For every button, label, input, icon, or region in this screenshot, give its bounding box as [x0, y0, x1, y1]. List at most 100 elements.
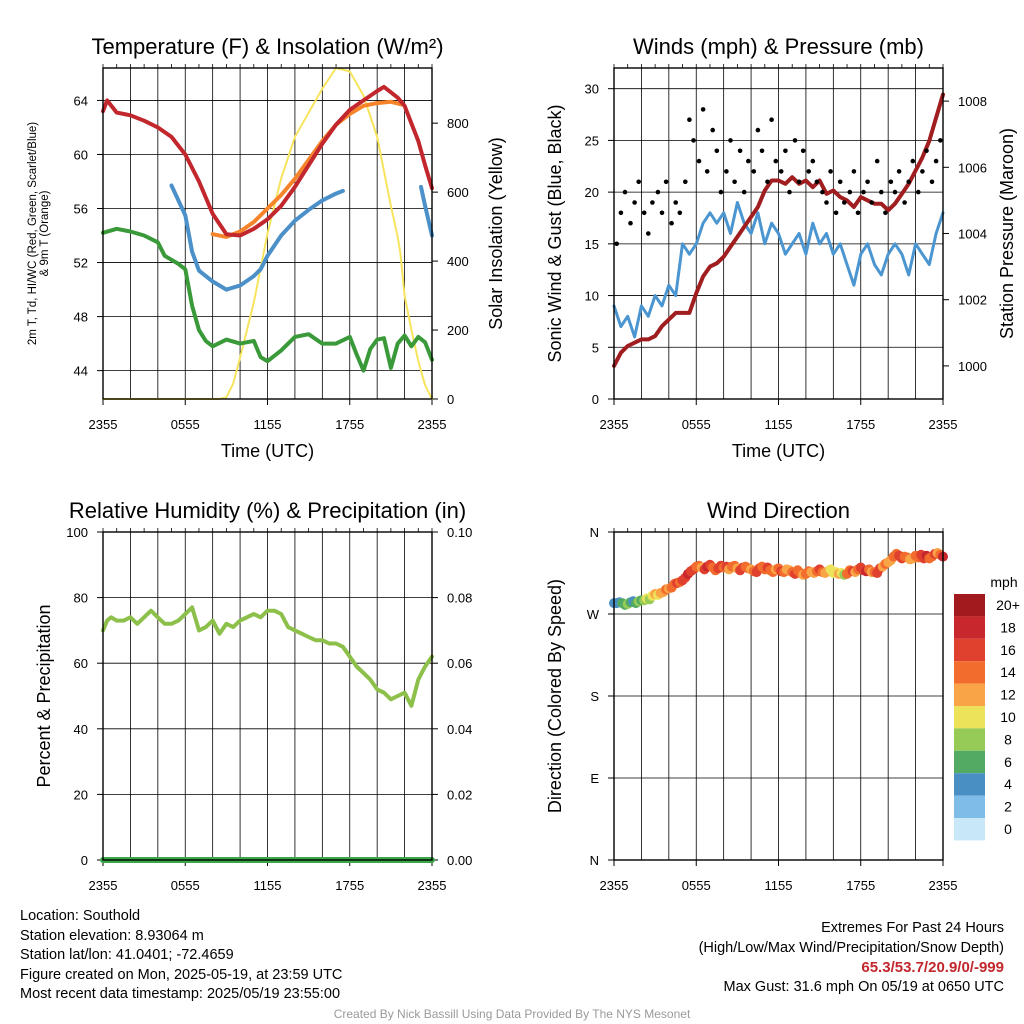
gust-point: [938, 138, 943, 143]
gust-point: [851, 169, 857, 174]
credit-text: Created By Nick Bassill Using Data Provi…: [333, 1007, 691, 1021]
legend-swatch: [954, 773, 985, 796]
gust-point: [833, 210, 839, 216]
y-tick-label: 5: [592, 340, 599, 355]
x-tick-label: 1755: [335, 878, 364, 893]
legend-swatch: [954, 661, 985, 684]
y-tick-label: 60: [74, 656, 88, 671]
y2-tick-label: 1000: [958, 359, 987, 374]
heatindex-line: [169, 183, 345, 292]
x-tick-label: 1755: [846, 878, 875, 893]
gust-point: [869, 200, 874, 205]
gust-point: [728, 138, 733, 143]
gust-point: [751, 169, 757, 174]
gust-point: [718, 189, 724, 195]
wind-line: [612, 201, 945, 339]
gust-point: [933, 158, 939, 164]
y2-tick-label: 1004: [958, 227, 987, 242]
x-tick-label: 2355: [929, 417, 958, 432]
elevation-text: Station elevation: 8.93064 m: [20, 927, 204, 944]
extremes-box: Extremes For Past 24 Hours (High/Low/Max…: [699, 919, 1004, 997]
gust-point: [691, 138, 696, 143]
rh-line: [101, 605, 434, 708]
y-tick-label: 0: [592, 392, 599, 407]
y-tick-label: E: [590, 771, 599, 786]
x-tick-label: 2355: [929, 878, 958, 893]
legend-swatch: [954, 706, 985, 729]
y-tick-label: 80: [74, 591, 88, 606]
gust-point: [916, 189, 921, 195]
gust-point: [820, 189, 825, 195]
gust-point: [929, 179, 935, 185]
legend-label: 0: [1004, 821, 1012, 837]
gust-point: [755, 127, 761, 133]
gust-point: [655, 189, 661, 195]
speed-legend: mph 20+ 18 16 14 12 10 8 6 4 2 0: [954, 574, 1020, 841]
gust-point: [814, 179, 820, 185]
y-axis-label: 2m T, Td, HI/WC (Red, Green, Scarlet/Blu…: [27, 122, 51, 345]
y-axis-label: Direction (Colored By Speed): [545, 579, 565, 813]
gust-point: [810, 158, 816, 164]
x-tick-label: 0555: [682, 878, 711, 893]
y2-tick-label: 0.02: [447, 787, 472, 802]
gust-point: [677, 210, 683, 216]
y2-tick-label: 1002: [958, 293, 987, 308]
y-tick-label: 40: [74, 722, 88, 737]
gust-point: [704, 169, 710, 174]
legend-label: 16: [1000, 642, 1016, 658]
legend-swatch: [954, 750, 985, 774]
gust-point: [800, 148, 806, 154]
y-tick-label: 52: [74, 256, 88, 271]
gust-point: [618, 210, 624, 216]
station-info: Location: Southold Station elevation: 8.…: [20, 907, 342, 1005]
x-tick-label: 2355: [418, 417, 447, 432]
panel-wind: 0 5 10 15 20 25 30 2355 0555 1155 1755 2355 1000 1002…: [545, 34, 1017, 461]
gust-point: [710, 127, 715, 133]
x-axis-label: Time (UTC): [732, 441, 825, 461]
gust-point: [628, 220, 633, 226]
y-tick-label: 0: [81, 853, 88, 868]
gust-point: [641, 210, 647, 216]
extremes-title: Extremes For Past 24 Hours: [821, 920, 1004, 936]
plot-frame: [102, 67, 433, 400]
x-tick-label: 1155: [765, 417, 793, 432]
chart-title: Winds (mph) & Pressure (mb): [633, 34, 924, 59]
y-tick-label: 60: [74, 147, 88, 162]
dewpoint-line: [101, 226, 434, 373]
gust-point: [773, 158, 779, 164]
x-tick-label: 2355: [89, 878, 118, 893]
x-tick-label: 2355: [418, 878, 447, 893]
gust-point: [724, 169, 729, 174]
y-tick-label: 10: [585, 289, 599, 304]
gust-point: [906, 179, 911, 185]
max-gust-text: Max Gust: 31.6 mph On 05/19 at 0650 UTC: [723, 978, 1004, 995]
gust-point: [787, 189, 792, 195]
legend-label: 6: [1004, 754, 1012, 770]
x-tick-label: 1755: [846, 417, 875, 432]
y2-tick-label: 0.08: [447, 591, 472, 606]
gust-point: [837, 179, 843, 185]
gust-point: [924, 148, 929, 154]
y-tick-label: 30: [585, 82, 599, 97]
gust-point: [796, 179, 802, 185]
gust-point: [683, 179, 688, 185]
x-tick-label: 2355: [600, 417, 629, 432]
legend-label: 18: [1000, 619, 1016, 635]
y2-axis-label: Station Pressure (Maroon): [997, 128, 1017, 339]
x-tick-label: 1155: [254, 878, 282, 893]
created-text: Figure created on Mon, 2025-05-19, at 23…: [20, 966, 343, 983]
legend-label: 8: [1004, 731, 1012, 747]
gust-point: [896, 169, 902, 174]
y2-tick-label: 0.06: [447, 656, 472, 671]
y-axis-label-line: 2m T, Td, HI/WC (Red, Green, Scarlet/Blu…: [27, 122, 39, 345]
gust-point: [700, 107, 706, 112]
legend-title: mph: [990, 574, 1017, 590]
y-axis-label-line: & 9m T (Orange): [39, 190, 51, 276]
gust-point: [759, 148, 765, 154]
gust-point: [879, 189, 884, 195]
gust-point: [669, 220, 674, 226]
gust-point: [663, 179, 669, 185]
y2-tick-label: 800: [447, 116, 469, 131]
